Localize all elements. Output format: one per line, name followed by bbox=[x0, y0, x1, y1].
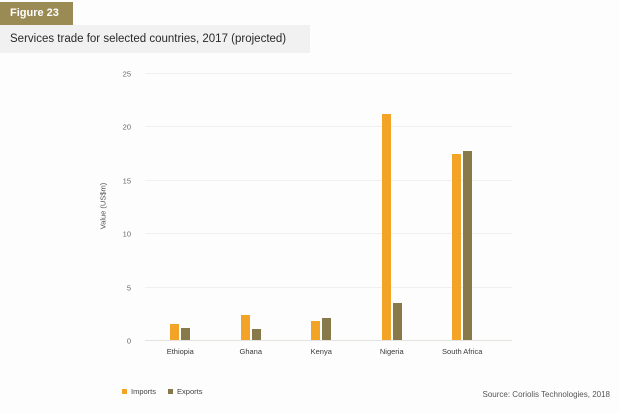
bar-imports-south-africa bbox=[452, 154, 462, 340]
gridline bbox=[145, 126, 512, 128]
legend-swatch-imports bbox=[122, 389, 127, 394]
gridline bbox=[145, 179, 512, 181]
gridline bbox=[145, 73, 512, 74]
y-tick-label: 15 bbox=[122, 176, 131, 186]
legend-label: Imports bbox=[131, 387, 157, 396]
gridline bbox=[145, 233, 512, 235]
x-category-label: South Africa bbox=[442, 347, 483, 356]
x-axis-labels: Ethiopia Ghana Kenya Nigeria South Africa bbox=[145, 347, 512, 359]
legend-item-exports: Exports bbox=[168, 387, 202, 396]
y-tick-label: 25 bbox=[122, 69, 131, 79]
x-category-label: Kenya bbox=[310, 347, 332, 356]
bar-exports-south-africa bbox=[463, 150, 473, 340]
x-category-label: Ethiopia bbox=[166, 347, 194, 356]
plot-area bbox=[145, 73, 512, 341]
source-credit: Source: Coriolis Technologies, 2018 bbox=[482, 390, 610, 399]
bar-imports-kenya bbox=[311, 320, 321, 340]
bar-imports-ghana bbox=[240, 315, 250, 340]
y-tick-label: 5 bbox=[126, 283, 131, 293]
x-category-label: Ghana bbox=[239, 347, 263, 356]
y-axis-ticks: 0 5 10 15 20 25 bbox=[0, 70, 131, 346]
bar-exports-nigeria bbox=[392, 302, 402, 340]
y-tick-label: 0 bbox=[126, 336, 131, 346]
bar-imports-ethiopia bbox=[170, 323, 180, 340]
legend: Imports Exports bbox=[122, 387, 202, 396]
figure-number-badge: Figure 23 bbox=[0, 2, 73, 25]
bar-exports-kenya bbox=[322, 317, 332, 340]
chart-title: Services trade for selected countries, 2… bbox=[0, 25, 310, 53]
gridline bbox=[145, 286, 512, 288]
x-category-label: Nigeria bbox=[379, 347, 404, 356]
bar-exports-ethiopia bbox=[181, 328, 191, 340]
legend-item-imports: Imports bbox=[122, 387, 156, 396]
bar-imports-nigeria bbox=[381, 113, 391, 340]
bar-exports-ghana bbox=[251, 329, 261, 340]
y-tick-label: 10 bbox=[122, 229, 131, 239]
y-tick-label: 20 bbox=[122, 122, 131, 132]
legend-swatch-exports bbox=[168, 389, 174, 394]
legend-label: Exports bbox=[177, 387, 203, 396]
x-axis-line bbox=[145, 340, 512, 341]
